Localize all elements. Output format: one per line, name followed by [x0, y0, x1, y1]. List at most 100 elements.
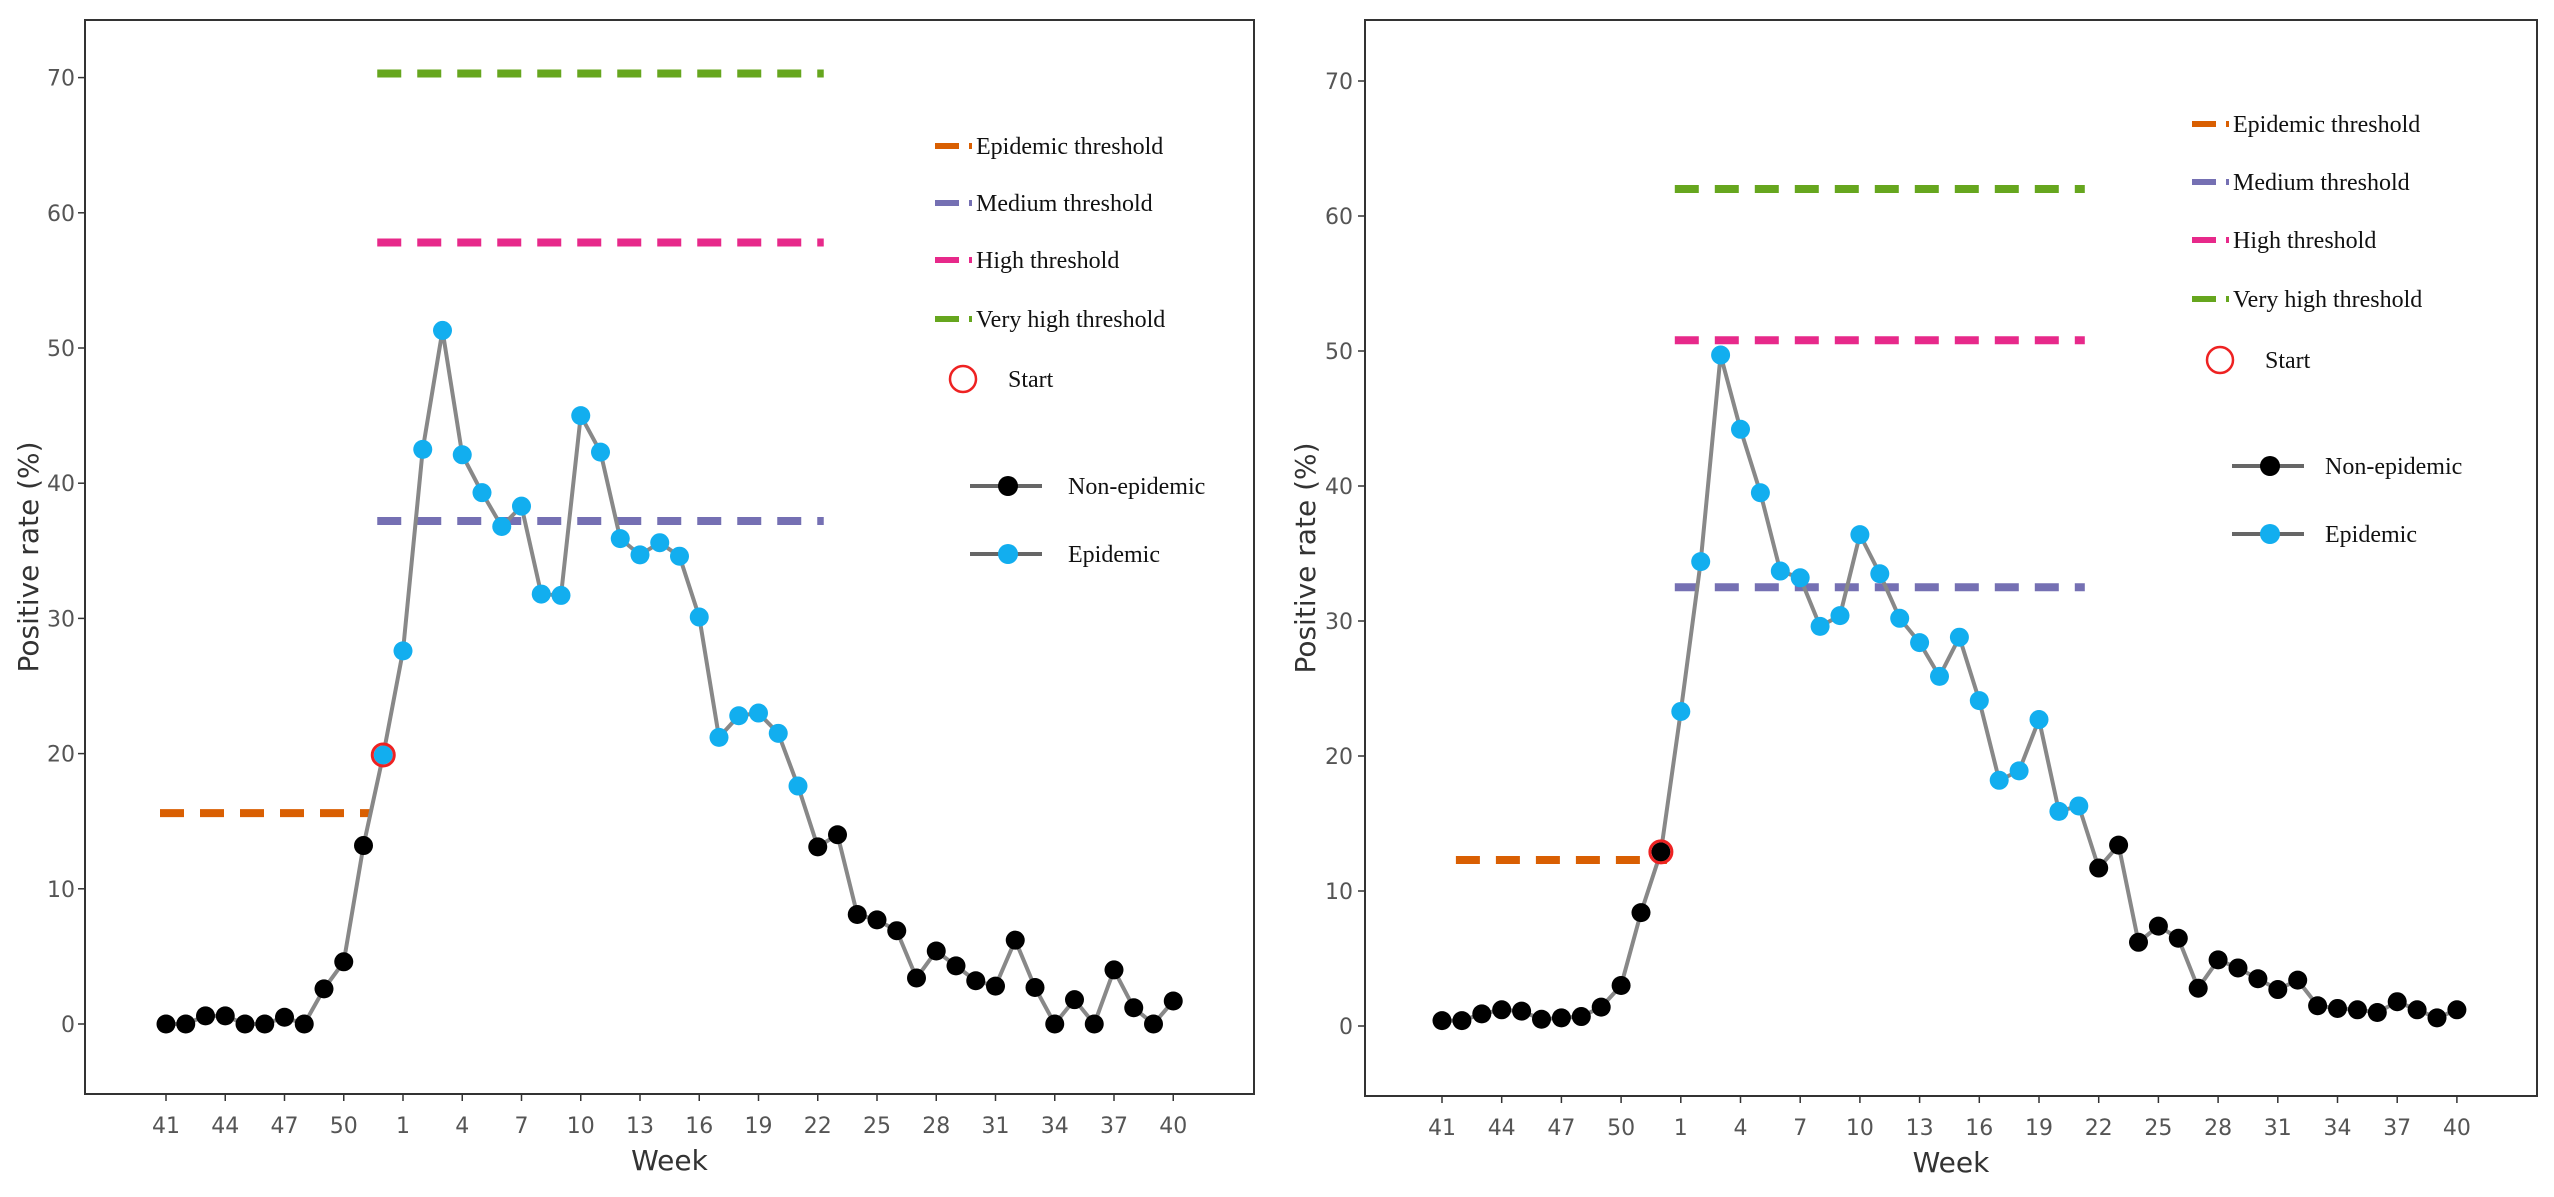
x-tick-label: 25	[2144, 1116, 2172, 1141]
non-epidemic-point	[1492, 1000, 1512, 1020]
non-epidemic-point	[176, 1014, 196, 1034]
epidemic-point	[1810, 616, 1830, 636]
non-epidemic-point	[1065, 990, 1084, 1010]
x-tick-label: 34	[2324, 1116, 2352, 1141]
x-tick-label: 41	[1428, 1116, 1456, 1141]
x-tick-label: 19	[2025, 1116, 2053, 1141]
non-epidemic-point	[2168, 928, 2188, 948]
epidemic-point	[689, 607, 709, 627]
x-tick-label: 31	[982, 1114, 1010, 1139]
non-epidemic-point	[1571, 1007, 1591, 1027]
non-epidemic-point	[1045, 1014, 1065, 1034]
start-marker	[1648, 839, 1674, 865]
non-epidemic-point	[926, 941, 946, 961]
epidemic-point	[571, 406, 591, 426]
epidemic-point	[373, 745, 393, 765]
non-epidemic-point	[946, 956, 966, 976]
non-epidemic-point	[1651, 842, 1671, 862]
x-axis-title: Week	[631, 1144, 708, 1177]
x-tick-label: 10	[1846, 1116, 1874, 1141]
non-epidemic-point	[2347, 1000, 2367, 1020]
epidemic-point	[591, 442, 610, 462]
y-tick-label: 0	[61, 1013, 75, 1038]
epidemic-point	[670, 546, 689, 566]
non-epidemic-point	[2089, 858, 2109, 878]
x-tick-label: 41	[152, 1114, 180, 1139]
non-epidemic-point	[986, 976, 1005, 996]
non-epidemic-point	[275, 1007, 294, 1027]
y-tick-label: 40	[47, 472, 75, 497]
epidemic-point	[1691, 552, 1711, 572]
epidemic-point	[2029, 710, 2049, 730]
x-tick-label: 25	[863, 1114, 891, 1139]
epidemic-point	[1870, 564, 1890, 584]
non-epidemic-point	[2407, 1000, 2427, 1020]
non-epidemic-point	[196, 1006, 215, 1026]
x-tick-label: 1	[396, 1114, 410, 1139]
x-tick-label: 7	[515, 1114, 529, 1139]
epidemic-point	[2049, 801, 2069, 821]
epidemic-point	[1910, 633, 1930, 653]
y-tick-label: 70	[1325, 70, 1353, 95]
epidemic-point	[1989, 770, 2009, 790]
x-tick-label: 37	[1100, 1114, 1128, 1139]
positive-rate-line	[166, 328, 1175, 1026]
epidemic-point	[1949, 627, 1969, 647]
epidemic-point	[1671, 701, 1691, 721]
y-tick-label: 60	[47, 202, 75, 227]
y-tick-label: 50	[47, 337, 75, 362]
non-epidemic-point	[867, 910, 887, 930]
x-tick-label: 22	[2085, 1116, 2113, 1141]
legend-very-high-threshold-label: Very high threshold	[976, 307, 1165, 333]
epidemic-point	[630, 545, 650, 565]
start-marker	[370, 742, 396, 768]
non-epidemic-point	[1611, 976, 1631, 995]
non-epidemic-point	[1512, 1001, 1532, 1021]
x-tick-label: 44	[211, 1114, 239, 1139]
non-epidemic-point	[887, 921, 907, 941]
non-epidemic-point	[334, 952, 354, 972]
epidemic-point	[531, 584, 551, 604]
non-epidemic-point	[2228, 958, 2248, 978]
x-tick-label: 16	[685, 1114, 713, 1139]
epidemic-point	[1969, 691, 1989, 711]
x-tick-label: 16	[1965, 1116, 1993, 1141]
legend-non-epidemic-marker	[998, 476, 1018, 496]
non-epidemic-point	[966, 971, 986, 991]
x-tick-label: 50	[1607, 1116, 1635, 1141]
x-tick-label: 10	[567, 1114, 595, 1139]
legend-non-epidemic-label: Non-epidemic	[2325, 454, 2462, 480]
non-epidemic-point	[2129, 932, 2148, 952]
epidemic-point	[393, 641, 413, 661]
x-tick-label: 40	[1159, 1114, 1187, 1139]
non-epidemic-point	[156, 1014, 176, 1034]
epidemic-point	[1850, 525, 1870, 545]
epidemic-point	[1711, 345, 1731, 365]
epidemic-point	[768, 723, 788, 743]
y-tick-label: 50	[1325, 340, 1353, 365]
y-tick-label: 10	[1325, 880, 1353, 905]
y-axis-title: Positive rate (%)	[1289, 442, 1322, 673]
legend-epidemic-threshold-label: Epidemic threshold	[2233, 112, 2420, 138]
non-epidemic-point	[1631, 903, 1651, 923]
non-epidemic-point	[314, 979, 334, 999]
epidemic-point	[413, 439, 433, 459]
legend-epidemic-threshold-label: Epidemic threshold	[976, 134, 1163, 160]
legend-epidemic-marker	[2260, 524, 2280, 544]
y-tick-label: 30	[47, 607, 75, 632]
epidemic-point	[452, 445, 472, 465]
non-epidemic-point	[1163, 991, 1183, 1011]
non-epidemic-point	[808, 837, 828, 857]
x-tick-label: 47	[271, 1114, 299, 1139]
non-epidemic-point	[235, 1014, 255, 1034]
legend-very-high-threshold-label: Very high threshold	[2233, 287, 2422, 313]
y-tick-label: 30	[1325, 610, 1353, 635]
x-tick-label: 1	[1674, 1116, 1688, 1141]
epidemic-point	[610, 529, 630, 549]
x-tick-label: 13	[626, 1114, 654, 1139]
epidemic-point	[1890, 608, 1910, 628]
x-axis-title: Week	[1913, 1146, 1990, 1179]
epidemic-point	[2069, 796, 2089, 816]
non-epidemic-point	[1084, 1014, 1104, 1034]
